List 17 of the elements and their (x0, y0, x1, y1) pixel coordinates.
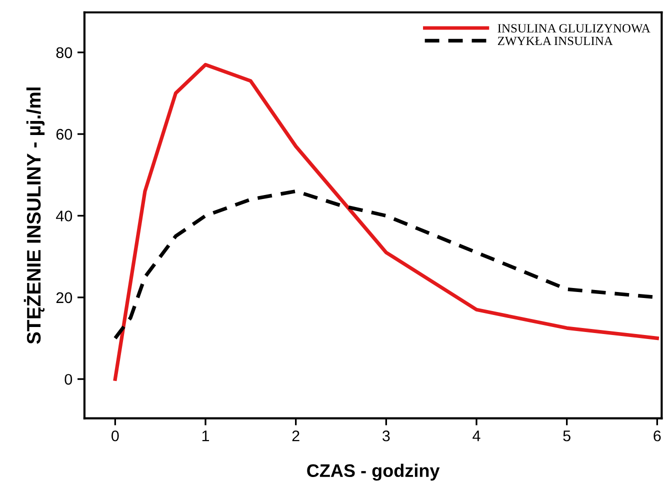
y-tick-label: 60 (56, 128, 72, 140)
x-tick-label: 1 (202, 430, 210, 442)
legend-label: ZWYKŁA INSULINA (498, 36, 613, 46)
x-tick-label: 6 (654, 430, 661, 442)
legend-label: INSULINA GLULIZYNOWA (498, 24, 650, 33)
x-tick-label: 3 (382, 430, 390, 442)
x-axis-title: CZAS - godziny (307, 464, 440, 481)
y-axis-title: STĘŻENIE INSULINY - µj./ml (24, 88, 45, 344)
line-series (113, 62, 659, 381)
x-tick-label: 2 (292, 430, 300, 442)
y-tick-label: 20 (56, 292, 72, 304)
x-tick-label: 5 (563, 430, 570, 442)
y-tick-label: 0 (64, 374, 72, 385)
y-tick-label: 40 (56, 210, 72, 222)
x-tick-label: 0 (112, 430, 119, 442)
x-tick-label: 4 (472, 430, 480, 442)
y-tick-label: 80 (56, 47, 72, 58)
